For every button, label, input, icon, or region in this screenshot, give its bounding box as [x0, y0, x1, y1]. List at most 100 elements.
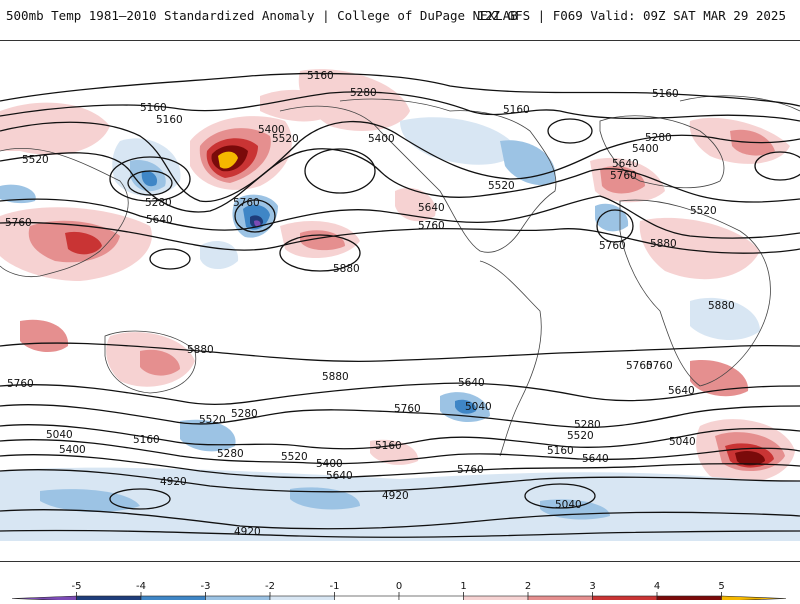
header-bar: 500mb Temp 1981–2010 Standardized Anomal…	[0, 0, 800, 30]
contour-label: 5640	[582, 453, 609, 465]
contour-label: 5640	[668, 385, 695, 397]
contour-5400	[0, 120, 800, 203]
colorbar-bin	[205, 595, 271, 602]
anomaly-patch	[370, 439, 419, 465]
colorbar-tick-label: 5	[718, 581, 724, 592]
africa-coast	[619, 199, 771, 387]
contour-label: 5040	[555, 499, 582, 511]
contour-label: 5760	[418, 220, 445, 232]
contour-label: 5160	[156, 114, 183, 126]
colorbar-bin	[11, 595, 77, 602]
contour-5640	[0, 195, 800, 239]
colorbar-bin	[140, 595, 206, 602]
contour-label: 5160	[547, 445, 574, 457]
contour-5040-south	[0, 509, 800, 530]
anomaly-patch	[0, 184, 36, 204]
contour-label: 5280	[350, 87, 377, 99]
contour-closed-low	[109, 488, 171, 510]
contour-label: 5160	[133, 434, 160, 446]
contour-5520	[0, 148, 800, 213]
contour-label: 5160	[140, 102, 167, 114]
contour-label: 5640	[146, 214, 173, 226]
contour-label: 5760	[626, 360, 653, 372]
contour-label: 5520	[199, 414, 226, 426]
anomaly-patch	[290, 487, 360, 510]
contour-4920-south	[0, 529, 800, 538]
contour-label: 5760	[599, 240, 626, 252]
contour-label: 5160	[652, 88, 679, 100]
anomaly-patch	[690, 297, 760, 341]
contour-label: 5520	[22, 154, 49, 166]
anomaly-patch	[140, 349, 180, 376]
contour-closed-low	[596, 209, 634, 243]
colorbar-tick-label: -1	[330, 581, 340, 592]
anomaly-patch	[395, 187, 436, 222]
anomaly-patch	[639, 217, 760, 280]
contour-label: 5400	[368, 133, 395, 145]
australia-coast	[104, 330, 197, 394]
run-info: 12Z GFS | F069 Valid: 09Z SAT MAR 29 202…	[477, 8, 786, 23]
colorbar-tick-label: 0	[396, 581, 402, 592]
contour-label: 5880	[708, 300, 735, 312]
contour-label: 5040	[669, 436, 696, 448]
contour-label: 5760	[646, 360, 673, 372]
contour-label: 4920	[160, 476, 187, 488]
contour-label: 5280	[645, 132, 672, 144]
anomaly-patch	[400, 117, 520, 165]
colorbar-svg: -5 -4 -3 -2 -1 0 1 2 3 4 5	[11, 581, 787, 602]
anomaly-patch	[0, 467, 800, 541]
colorbar-bin	[527, 595, 593, 602]
colorbar-tick-label: 3	[589, 581, 595, 592]
contour-label: 5280	[145, 197, 172, 209]
contour-label: 5760	[7, 378, 34, 390]
contour-label: 5640	[418, 202, 445, 214]
colorbar-bin	[76, 595, 142, 602]
colorbar-bin	[269, 595, 335, 602]
anomaly-map[interactable]: 5160 5280 5160 5160 5520 5400 5520 5400 …	[0, 41, 800, 561]
colorbar-bin	[463, 595, 529, 602]
contour-label: 5520	[488, 180, 515, 192]
contour-label: 5760	[610, 170, 637, 182]
contour-label: 5880	[322, 371, 349, 383]
contour-label: 5040	[465, 401, 492, 413]
anomaly-patch	[254, 220, 261, 227]
north-america-coast	[279, 98, 557, 253]
contour-label: 5640	[458, 377, 485, 389]
contour-label: 5400	[59, 444, 86, 456]
contour-label: 5520	[281, 451, 308, 463]
contour-label: 5400	[258, 124, 285, 136]
anomaly-patch	[0, 102, 110, 155]
europe-coast	[599, 115, 725, 189]
map-panel[interactable]: 5160 5280 5160 5160 5520 5400 5520 5400 …	[0, 40, 800, 562]
colorbar-tick-label: 2	[525, 581, 531, 592]
contour-label: 5520	[272, 133, 299, 145]
contour-closed-low	[547, 118, 593, 144]
contour-5280-south	[0, 454, 800, 479]
contour-closed-high	[279, 234, 361, 272]
contour-label: 5760	[5, 217, 32, 229]
contour-labels: 5160 5280 5160 5160 5520 5400 5520 5400 …	[5, 70, 735, 538]
anomaly-patch	[500, 140, 556, 186]
south-america-coast	[479, 260, 542, 457]
contour-label: 5400	[632, 143, 659, 155]
contour-closed-low	[109, 156, 191, 202]
contour-label: 5520	[567, 430, 594, 442]
contour-label: 5160	[375, 440, 402, 452]
colorbar-bins	[11, 595, 787, 602]
contour-closed-low	[754, 151, 800, 181]
colorbar-bin	[656, 595, 722, 602]
contour-5880	[0, 342, 800, 362]
contour-5400-south	[0, 439, 800, 465]
contour-closed-low	[524, 483, 596, 509]
contour-label: 5640	[612, 158, 639, 170]
contour-5760	[0, 221, 800, 254]
contour-label: 5160	[307, 70, 334, 82]
arctic-coast	[679, 95, 800, 112]
coastlines	[0, 95, 800, 457]
contour-label: 5880	[333, 263, 360, 275]
anomaly-patch	[65, 231, 102, 255]
colorbar-tick-label: -5	[72, 581, 82, 592]
contour-label: 4920	[234, 526, 261, 538]
anomaly-patch	[455, 399, 477, 414]
contour-label: 5280	[231, 408, 258, 420]
